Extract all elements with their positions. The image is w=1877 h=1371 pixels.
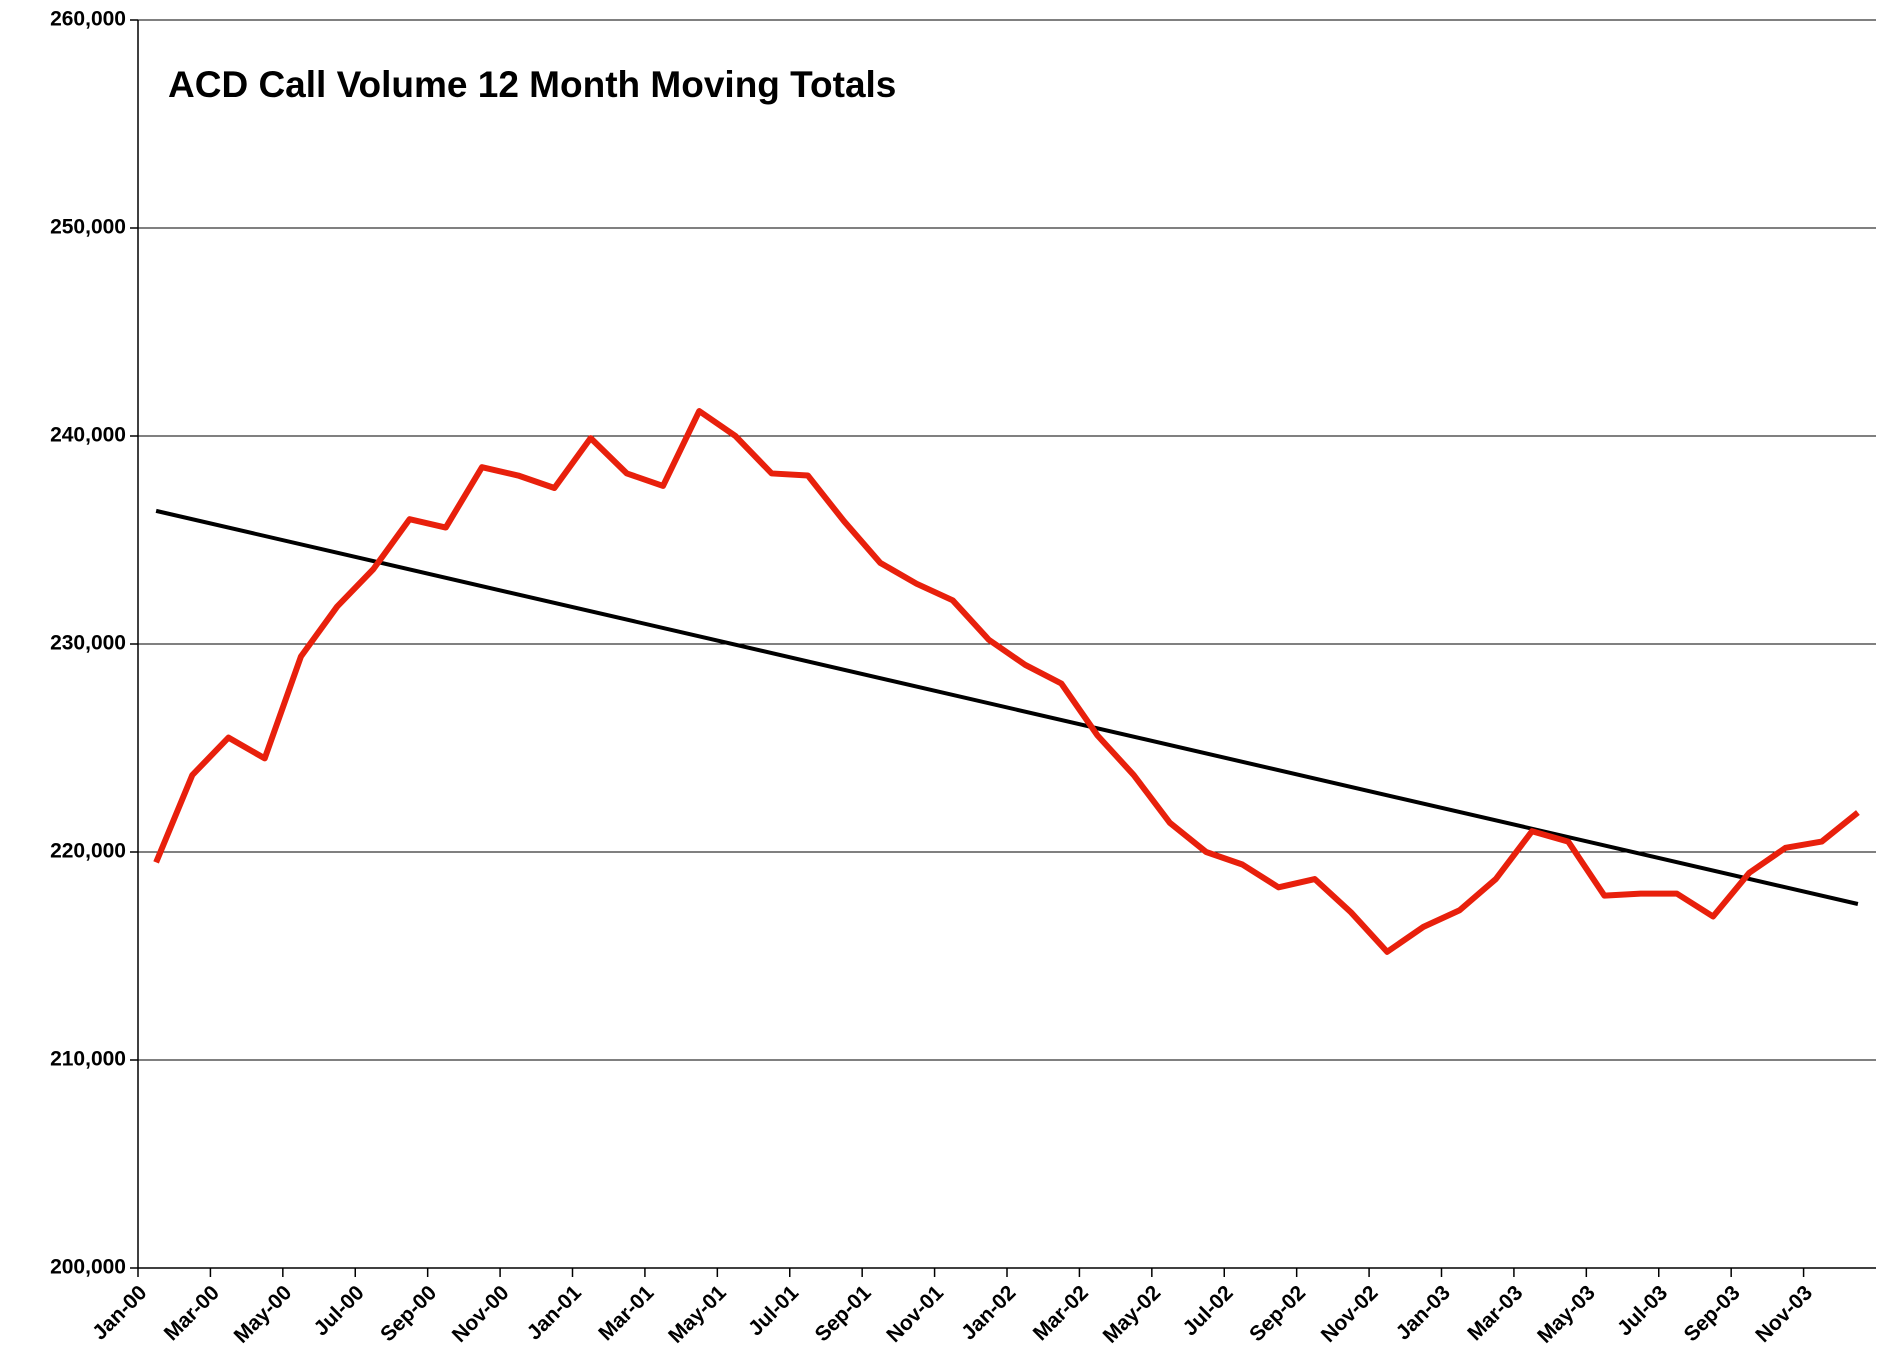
x-tick-label: Sep-00: [376, 1281, 441, 1346]
x-tick-label: Jul-02: [1179, 1281, 1238, 1340]
x-tick-label: Jan-03: [1392, 1281, 1455, 1344]
y-tick-label: 240,000: [50, 424, 126, 447]
x-tick-label: Nov-00: [448, 1281, 514, 1347]
x-tick-label: Sep-02: [1245, 1281, 1310, 1346]
x-tick-label: Jul-03: [1613, 1281, 1672, 1340]
x-tick-label: Mar-00: [160, 1281, 224, 1345]
x-tick-label: Mar-03: [1463, 1281, 1527, 1345]
y-tick-label: 250,000: [50, 216, 126, 239]
y-tick-label: 200,000: [50, 1256, 126, 1279]
x-tick-label: Jan-00: [88, 1281, 151, 1344]
x-tick-label: May-00: [230, 1281, 297, 1348]
x-tick-label: Mar-01: [594, 1281, 658, 1345]
x-tick-label: Nov-01: [882, 1281, 948, 1347]
x-tick-label: May-03: [1533, 1281, 1600, 1348]
x-tick-label: Sep-03: [1680, 1281, 1745, 1346]
y-tick-label: 230,000: [50, 632, 126, 655]
x-tick-label: Mar-02: [1029, 1281, 1093, 1345]
y-tick-label: 210,000: [50, 1048, 126, 1071]
data-line: [153, 408, 1860, 955]
x-tick-label: May-01: [664, 1281, 731, 1348]
y-tick-label: 220,000: [50, 840, 126, 863]
x-tick-label: Sep-01: [811, 1281, 876, 1346]
x-tick-label: Jul-00: [310, 1281, 369, 1340]
chart-title: ACD Call Volume 12 Month Moving Totals: [168, 64, 896, 105]
x-tick-label: Jan-02: [957, 1281, 1020, 1344]
y-tick-label: 260,000: [50, 8, 126, 31]
x-tick-label: Nov-03: [1751, 1281, 1817, 1347]
trend-line: [155, 508, 1859, 906]
x-tick-label: Nov-02: [1317, 1281, 1383, 1347]
x-tick-label: Jan-01: [523, 1281, 587, 1345]
x-tick-label: Jul-01: [744, 1281, 803, 1340]
x-tick-label: May-02: [1099, 1281, 1166, 1348]
